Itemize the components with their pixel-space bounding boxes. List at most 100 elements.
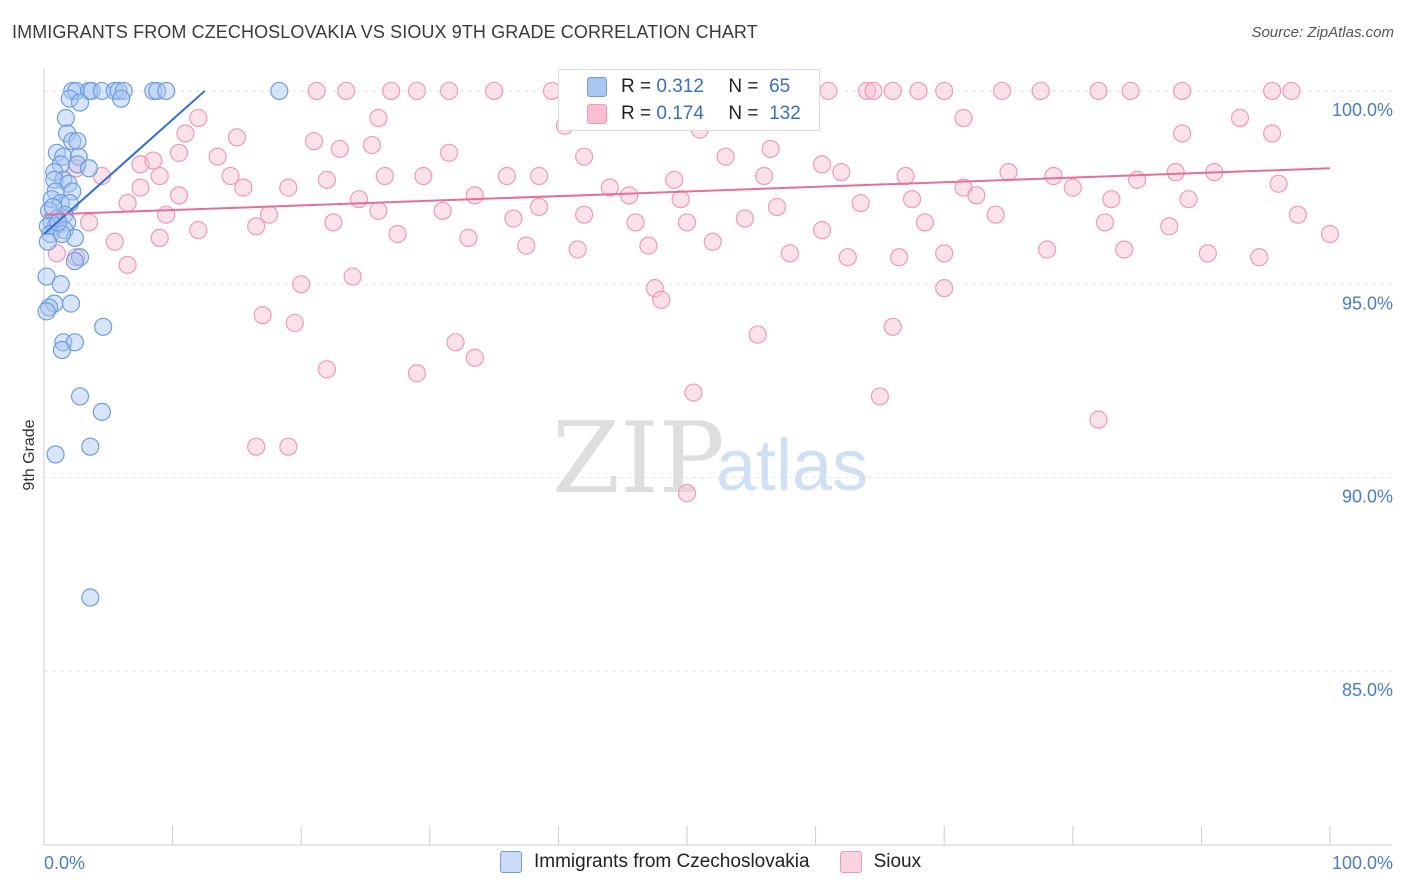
point-sioux [1160,217,1179,236]
x-tick-label: 100.0% [1332,853,1393,873]
trend-line-czech [43,90,206,235]
point-sioux [575,205,594,224]
point-sioux [369,108,388,128]
point-sioux [1127,170,1147,189]
legend-r-label: R = [621,103,652,124]
point-sioux [1288,205,1307,224]
point-sioux [909,81,928,101]
point-czech [46,445,65,464]
point-sioux [1166,163,1185,182]
legend-row-czech: R = 0.312 N = 65 [559,74,790,100]
point-sioux [677,213,697,232]
point-czech [81,437,100,456]
point-sioux [883,81,902,101]
series-legend-sioux[interactable]: Sioux [839,851,922,873]
point-sioux [1320,224,1340,244]
point-czech [112,89,131,108]
trend-line-sioux [43,167,1331,216]
point-sioux [620,186,639,205]
point-sioux [1269,174,1288,193]
point-czech [70,387,90,406]
legend-n-label: N = [728,76,759,97]
point-sioux [902,190,922,209]
point-sioux [247,217,266,236]
point-sioux [1121,81,1140,101]
point-sioux [671,190,690,209]
point-czech [37,302,56,321]
series-legend-label: Immigrants from Czechoslovakia [534,851,810,872]
watermark: ZIP atlas [552,402,868,516]
point-sioux [382,81,401,101]
point-czech [52,224,72,244]
x-tick-label: 0.0% [44,853,85,873]
point-sioux [465,186,484,205]
point-sioux [279,178,298,197]
point-czech [65,251,84,271]
point-sioux [157,205,176,224]
point-sioux [105,232,124,251]
point-sioux [703,232,722,251]
point-sioux [253,306,272,325]
point-sioux [388,224,407,244]
point-sioux [819,81,838,101]
point-sioux [497,166,517,186]
point-sioux [967,186,986,205]
series-legend-label: Sioux [873,851,922,872]
point-sioux [645,279,664,298]
source-credit: Source: ZipAtlas.com [1251,24,1394,41]
point-czech [52,340,72,360]
point-sioux [530,197,549,217]
point-sioux [407,81,427,101]
point-sioux [169,143,189,162]
point-czech [68,132,87,151]
legend-row-sioux: R = 0.174 N = 132 [559,101,801,127]
point-sioux [812,155,832,174]
point-czech [61,294,81,313]
point-czech [42,190,61,209]
point-sioux [677,484,697,503]
y-tick-label: 100.0% [1332,100,1393,120]
point-sioux [227,128,246,147]
y-axis-label: 9th Grade [21,419,38,490]
point-sioux [600,178,619,197]
series-legend-czech[interactable]: Immigrants from Czechoslovakia [500,851,810,873]
point-czech [270,81,289,101]
point-sioux [317,360,337,379]
point-sioux [838,248,857,267]
axis-labels: 100.0% 95.0% 90.0% 85.0% 0.0% 100.0% 9th Grade [21,100,1393,873]
point-sioux [307,81,326,101]
point-czech [60,89,79,108]
point-sioux [317,170,337,189]
point-sioux [748,325,767,344]
point-sioux [446,333,465,352]
point-sioux [504,209,523,228]
chart-title: IMMIGRANTS FROM CZECHOSLOVAKIA VS SIOUX … [12,22,758,42]
point-czech [157,81,176,101]
point-sioux [665,170,684,189]
legend-r-label: R = [621,76,652,97]
point-sioux [851,193,870,213]
axes [43,68,1392,846]
point-sioux [864,81,883,101]
legend-r-value: 0.312 [656,76,704,97]
point-sioux [330,139,349,159]
point-sioux [369,201,388,220]
point-sioux [169,186,189,205]
point-sioux [812,221,832,240]
point-sioux [1250,248,1269,267]
point-sioux [208,147,227,166]
point-czech [63,132,82,151]
point-czech [82,81,101,101]
point-sioux [118,255,137,275]
series-swatch-czech [500,851,522,873]
point-sioux [1044,166,1063,186]
point-sioux [1115,240,1134,259]
point-sioux [986,205,1005,224]
legend-n-value: 65 [769,76,791,97]
legend-swatch-sioux [587,104,607,124]
point-czech [81,588,100,607]
point-sioux [780,244,799,263]
watermark-zip: ZIP [552,402,725,516]
y-tick-label: 95.0% [1342,293,1393,313]
